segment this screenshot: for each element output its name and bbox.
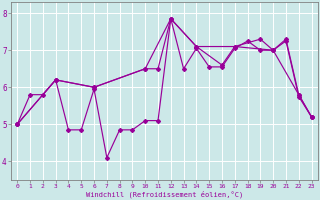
X-axis label: Windchill (Refroidissement éolien,°C): Windchill (Refroidissement éolien,°C) bbox=[86, 190, 243, 198]
